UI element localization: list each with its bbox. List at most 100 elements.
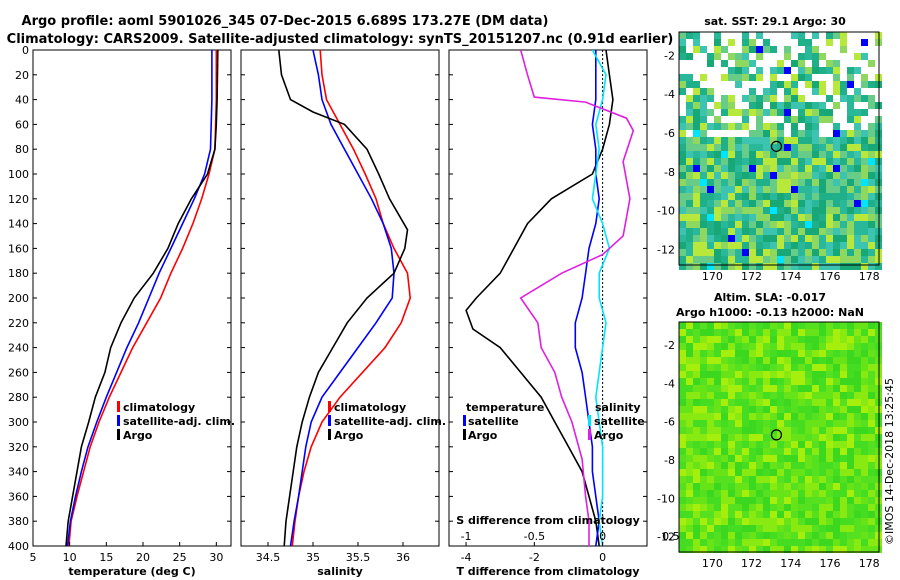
sla-map-cell [805, 455, 812, 462]
sla-map-cell [861, 539, 868, 546]
sst-map-cell [679, 186, 686, 193]
sla-map-cell [728, 497, 735, 504]
sla-map-cell [784, 511, 791, 518]
sla-map-cell [756, 336, 763, 343]
sla-map-cell [854, 483, 861, 490]
sst-map-cell [714, 214, 721, 221]
sst-map-cell [777, 158, 784, 165]
sla-map-cell [763, 350, 770, 357]
sst-map-cell [861, 172, 868, 179]
sla-map-cell [742, 539, 749, 546]
sst-map-cell [756, 53, 763, 60]
sst-map-cell [833, 32, 840, 39]
sla-map-cell [728, 329, 735, 336]
sla-map-cell [868, 511, 875, 518]
sst-map-cell [784, 123, 791, 130]
sla-map-cell [749, 490, 756, 497]
sst-map-cell [798, 81, 805, 88]
sst-map-cell [805, 67, 812, 74]
sla-map-cell [805, 462, 812, 469]
sla-map-cell [784, 322, 791, 329]
sst-map-cell [700, 95, 707, 102]
sst-map-cell [791, 116, 798, 123]
sla-map-cell [742, 490, 749, 497]
sla-map-cell [707, 511, 714, 518]
depth-tick-label: 220 [8, 317, 29, 330]
sla-map-cell [847, 490, 854, 497]
sst-map-cell [763, 256, 770, 263]
sla-map-cell [840, 329, 847, 336]
sst-map-cell [707, 130, 714, 137]
sla-map-cell [833, 511, 840, 518]
legend-swatch-satellite [328, 415, 331, 426]
sst-map-cell [714, 39, 721, 46]
sst-map-cell [798, 102, 805, 109]
sst-map-cell [693, 172, 700, 179]
sla-map-cell [700, 462, 707, 469]
sst-map-cell [707, 53, 714, 60]
sla-map-cell [721, 462, 728, 469]
sst-map-cell [812, 60, 819, 67]
sst-map-cell [833, 95, 840, 102]
sla-map-cell [714, 399, 721, 406]
sla-map-cell [826, 378, 833, 385]
sst-map-cell [777, 207, 784, 214]
sla-map-cell [735, 525, 742, 532]
sla-map-cell [742, 448, 749, 455]
sst-map-cell [707, 109, 714, 116]
sla-map-cell [784, 476, 791, 483]
sst-map-cell [742, 116, 749, 123]
sla-map-cell [812, 434, 819, 441]
sst-map-cell [798, 200, 805, 207]
sla-map-cell [700, 490, 707, 497]
sst-map-cell [707, 263, 714, 270]
sst-map-cell [784, 249, 791, 256]
sst-map-cell [679, 130, 686, 137]
sst-map-cell [791, 102, 798, 109]
sst-map-cell [847, 32, 854, 39]
sst-map-cell [686, 130, 693, 137]
sst-map-cell [854, 256, 861, 263]
sst-map-cell [763, 242, 770, 249]
sst-map-cell [700, 67, 707, 74]
temperature-plot-area [32, 49, 232, 547]
sst-map-cell [742, 60, 749, 67]
depth-tick-label: 380 [8, 515, 29, 528]
sst-map-cell [819, 263, 826, 270]
sla-map-cell [700, 455, 707, 462]
sst-map-cell [756, 109, 763, 116]
sla-map-cell [868, 546, 875, 553]
sst-map-cell [805, 228, 812, 235]
sla-map-cell [693, 420, 700, 427]
sst-map-cell [770, 172, 777, 179]
sst-map-cell [798, 123, 805, 130]
sst-map-cell [756, 46, 763, 53]
sla-map-cell [798, 434, 805, 441]
sla-map-cell [679, 469, 686, 476]
sla-map-cell [756, 399, 763, 406]
sla-map-cell [770, 357, 777, 364]
sst-map-cell [861, 67, 868, 74]
sla-map-cell [812, 385, 819, 392]
sla-map-cell [714, 406, 721, 413]
sst-map-cell [784, 172, 791, 179]
sla-map-cell [749, 497, 756, 504]
sst-map-cell [868, 53, 875, 60]
sla-map-cell [742, 371, 749, 378]
sla-map-cell [861, 336, 868, 343]
sla-map-cell [728, 441, 735, 448]
sst-map-cell [777, 193, 784, 200]
sst-map-cell [812, 158, 819, 165]
sst-map-cell [693, 102, 700, 109]
sla-map-cell [763, 448, 770, 455]
sla-map-cell [868, 343, 875, 350]
sst-map-cell [721, 242, 728, 249]
sla-map-cell [826, 525, 833, 532]
sst-map-cell [833, 46, 840, 53]
sla-map-cell [700, 504, 707, 511]
sla-map-cell [700, 385, 707, 392]
sla-map-cell [686, 350, 693, 357]
sst-map-cell [854, 172, 861, 179]
sst-map-cell [700, 53, 707, 60]
sst-map-cell [714, 32, 721, 39]
